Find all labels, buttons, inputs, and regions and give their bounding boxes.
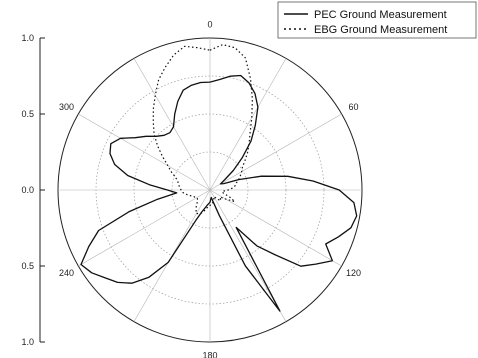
legend-box — [277, 1, 477, 39]
angular-tick-label: 120 — [346, 268, 361, 278]
angular-tick-label: 60 — [348, 102, 358, 112]
grid-spoke — [209, 58, 287, 191]
legend: PEC Ground Measurement EBG Ground Measure… — [277, 1, 477, 39]
radial-tick-label: 0.5 — [21, 109, 34, 119]
radial-tick-label: 0.5 — [21, 261, 34, 271]
grid-spoke — [209, 113, 342, 191]
radial-tick-label: 1.0 — [21, 33, 34, 43]
legend-label-1: PEC Ground Measurement — [314, 9, 447, 21]
grid-spoke — [78, 189, 211, 267]
radial-tick-label: 1.0 — [21, 337, 34, 347]
grid-spoke — [133, 58, 211, 191]
radial-tick-label: 0.0 — [21, 185, 34, 195]
series-layer — [80, 44, 358, 312]
series-line-1 — [80, 74, 358, 312]
angular-tick-label: 0 — [207, 19, 212, 29]
angular-tick-label: 240 — [59, 268, 74, 278]
polar-grid: 0 60 120 180 240 300 — [57, 19, 363, 358]
radial-axis: 1.0 0.5 0.0 0.5 1.0 — [21, 33, 45, 347]
angular-tick-label: 180 — [202, 351, 217, 358]
grid-spoke — [78, 113, 211, 191]
series-line-2 — [152, 44, 253, 215]
legend-label-2: EBG Ground Measurement — [314, 24, 447, 36]
grid-spoke — [209, 189, 342, 267]
angular-tick-label: 300 — [59, 102, 74, 112]
